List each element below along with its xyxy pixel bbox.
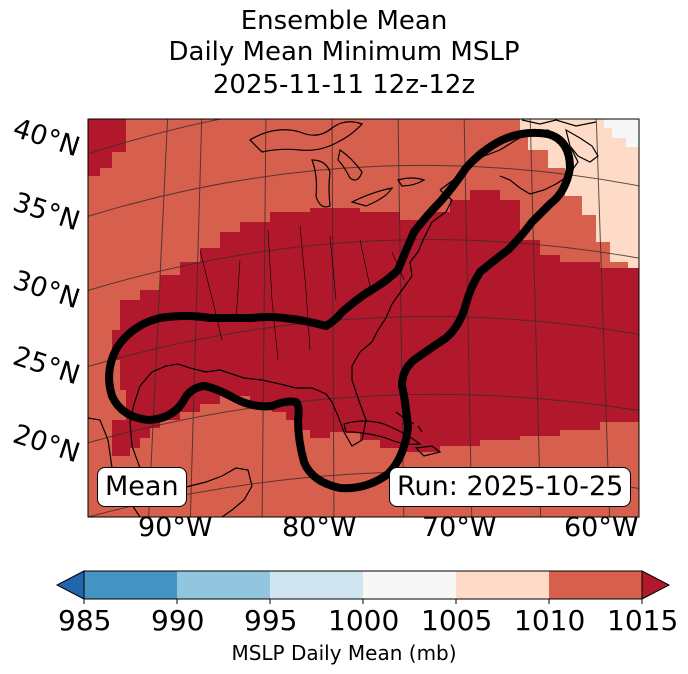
colorbar-segment-1005-1010 — [456, 571, 549, 599]
colorbar-segment-995-1000 — [270, 571, 363, 599]
gulf-st-lawrence-shore — [521, 119, 597, 127]
parallel-40n — [88, 119, 224, 155]
meridian-65w — [529, 119, 542, 517]
title-line-2: Daily Mean Minimum MSLP — [168, 37, 520, 67]
lake-erie — [350, 187, 394, 207]
us-gulf-atlantic-coast — [129, 189, 453, 493]
cape-breton — [565, 128, 599, 163]
hispaniola-west — [414, 445, 442, 457]
lake-huron — [337, 149, 363, 181]
colorbar-tick-990: 990 — [151, 604, 205, 637]
colorbar-segment-990-995 — [177, 571, 270, 599]
lake-michigan — [311, 159, 331, 208]
parallel-25n — [88, 316, 639, 368]
colorbar-tick-1010: 1010 — [514, 604, 586, 637]
colorbar-extend-low — [55, 570, 85, 600]
colorbar-extend-high — [641, 570, 671, 600]
lon-label-60w: 60°W — [564, 512, 639, 543]
pressure-field-corner-white — [604, 119, 639, 147]
colorbar-tick-1000: 1000 — [328, 604, 400, 637]
yucatan-coast — [167, 467, 253, 517]
colorbar-segment-1000-1005 — [363, 571, 456, 599]
state-boundaries — [199, 225, 405, 361]
meridian-70w — [463, 119, 473, 517]
title-line-1: Ensemble Mean — [240, 6, 448, 36]
pressure-field-west-tongue — [88, 380, 112, 476]
colorbar-label: MSLP Daily Mean (mb) — [231, 641, 457, 665]
mean-label-box: Mean — [97, 467, 187, 507]
colorbar-ticks — [83, 599, 643, 604]
lon-label-70w: 70°W — [422, 512, 497, 543]
map-area — [88, 119, 639, 517]
colorbar-tick-1005: 1005 — [421, 604, 493, 637]
colorbar — [55, 570, 671, 604]
lon-label-90w: 90°W — [138, 512, 213, 543]
lake-ontario — [397, 177, 426, 187]
parallel-35n — [88, 164, 639, 217]
parallel-30n — [88, 239, 639, 292]
colorbar-segment-985-990 — [84, 571, 177, 599]
low-pressure-contour — [105, 128, 574, 493]
cuba — [343, 420, 422, 445]
colorbar-tick-995: 995 — [244, 604, 298, 637]
parallel-20n — [88, 393, 639, 444]
lake-superior — [249, 121, 364, 153]
pressure-field-core-low — [112, 190, 639, 456]
colorbar-tick-1015: 1015 — [607, 604, 679, 637]
map-frame — [87, 118, 640, 518]
run-date-label-box: Run: 2025-10-25 — [389, 467, 632, 507]
lon-label-80w: 80°W — [282, 512, 357, 543]
colorbar-segment-1010-1015 — [549, 571, 642, 599]
meridian-60w — [595, 119, 611, 517]
pressure-field-northeast-pale — [520, 119, 639, 290]
colorbar-tick-985: 985 — [58, 604, 112, 637]
title-line-3: 2025-11-11 12z-12z — [212, 70, 476, 100]
